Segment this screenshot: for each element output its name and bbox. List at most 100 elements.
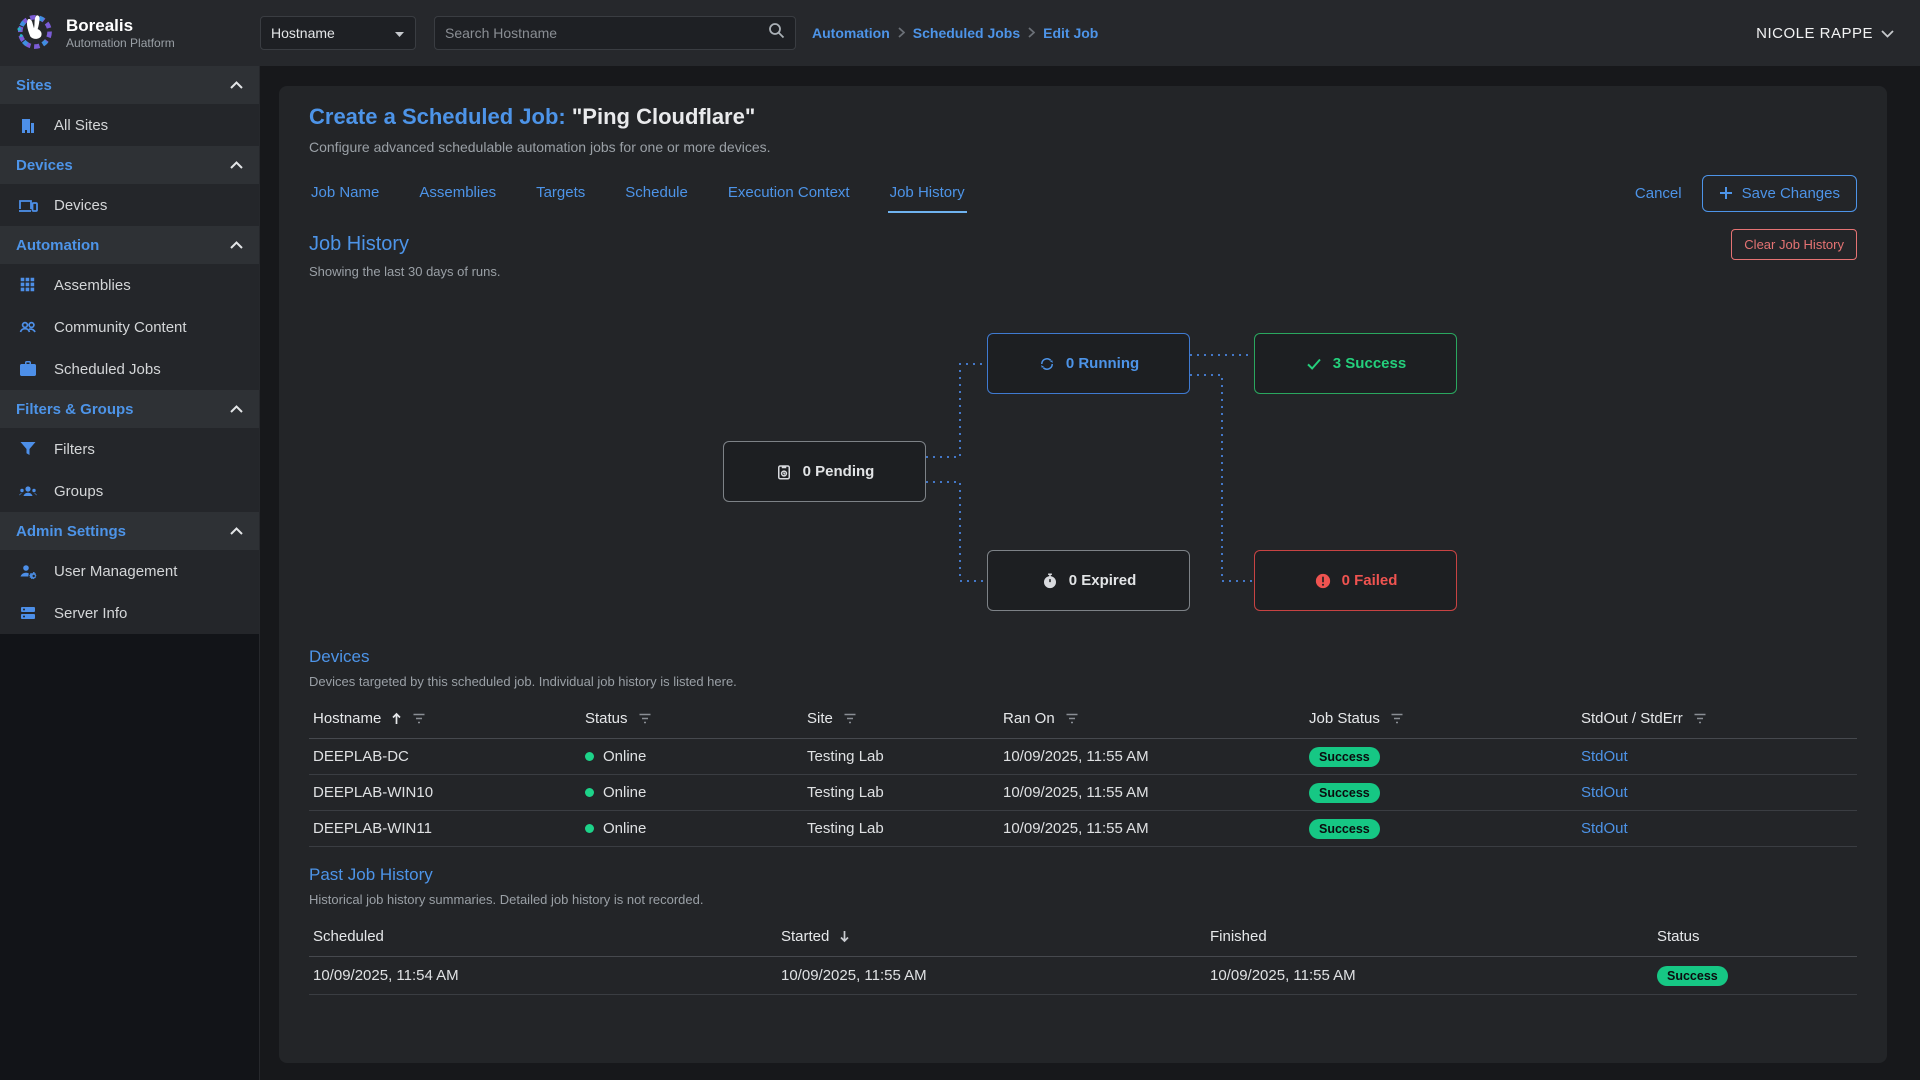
success-count-label: 3 Success (1332, 355, 1407, 372)
server-icon (21, 607, 35, 619)
job-history-heading: Job History (309, 233, 410, 255)
sidebar-item-filters[interactable]: Filters (0, 428, 259, 470)
search-input[interactable] (445, 25, 768, 41)
tab-schedule[interactable]: Schedule (625, 183, 688, 201)
sort-desc-icon (840, 931, 849, 943)
chevron-up-icon (230, 527, 243, 535)
page-title-job-name: "Ping Cloudflare" (565, 104, 756, 129)
hostname-filter-select[interactable]: Hostname (260, 16, 416, 50)
sidebar-section-label: Filters & Groups (16, 400, 134, 418)
column-header-started[interactable]: Started (781, 928, 1210, 945)
sidebar-section-label: Admin Settings (16, 522, 127, 540)
expired-count-label: 0 Expired (1068, 572, 1137, 589)
column-header-scheduled[interactable]: Scheduled (313, 928, 384, 945)
sidebar-section-label: Sites (16, 76, 52, 94)
stdout-cell: StdOut (1581, 820, 1853, 837)
status-badge: Success (1309, 746, 1380, 767)
filter-icon[interactable] (1065, 713, 1079, 724)
page-subtitle: Configure advanced schedulable automatio… (309, 139, 771, 155)
sidebar-section-sites[interactable]: Sites (0, 66, 259, 104)
column-header-ran-on[interactable]: Ran On (1003, 710, 1309, 727)
clear-job-history-button[interactable]: Clear Job History (1731, 229, 1857, 260)
funnel-icon (20, 442, 36, 455)
filter-icon[interactable] (638, 713, 652, 724)
online-dot-icon (585, 752, 594, 761)
stdout-cell: StdOut (1581, 748, 1853, 765)
sidebar-item-community-content[interactable]: Community Content (0, 306, 259, 348)
site-cell: Testing Lab (807, 748, 884, 765)
sidebar-item-label: Assemblies (54, 276, 131, 294)
tab-job-history[interactable]: Job History (887, 174, 967, 213)
chevron-up-icon (230, 241, 243, 249)
tab-job-name[interactable]: Job Name (311, 183, 380, 201)
sidebar-section-devices[interactable]: Devices (0, 146, 259, 184)
edit-job-card: Create a Scheduled Job: "Ping Cloudflare… (279, 86, 1887, 1063)
sidebar-item-scheduled-jobs[interactable]: Scheduled Jobs (0, 348, 259, 390)
sidebar-item-server-info[interactable]: Server Info (0, 592, 259, 634)
ran-on-cell: 10/09/2025, 11:55 AM (1003, 784, 1149, 801)
borealis-rabbit-logo-icon (12, 9, 56, 58)
filter-icon[interactable] (1693, 713, 1707, 724)
breadcrumb-scheduled-jobs[interactable]: Scheduled Jobs (912, 25, 1021, 41)
stdout-cell: StdOut (1581, 784, 1853, 801)
sidebar-item-groups[interactable]: Groups (0, 470, 259, 512)
devices-subheading: Devices targeted by this scheduled job. … (309, 674, 737, 689)
plus-icon (1719, 187, 1732, 199)
chevron-right-icon (1028, 25, 1036, 41)
stdout-link[interactable]: StdOut (1581, 748, 1628, 765)
sidebar-item-user-management[interactable]: User Management (0, 550, 259, 592)
table-row: DEEPLAB-WIN10 Online Testing Lab 10/09/2… (309, 775, 1857, 811)
tab-execution-context[interactable]: Execution Context (727, 183, 850, 201)
group-icon (19, 486, 37, 496)
job-status-cell: Success (1309, 746, 1581, 767)
filter-icon[interactable] (843, 713, 857, 724)
filter-icon[interactable] (412, 713, 426, 724)
sidebar-section-admin-settings[interactable]: Admin Settings (0, 512, 259, 550)
table-row: DEEPLAB-WIN11 Online Testing Lab 10/09/2… (309, 811, 1857, 847)
check-icon (1307, 358, 1321, 370)
clipboard-clock-icon (777, 464, 790, 479)
building-icon (22, 119, 34, 133)
sync-icon (1040, 357, 1053, 370)
main-content: Create a Scheduled Job: "Ping Cloudflare… (260, 66, 1920, 1080)
stdout-link[interactable]: StdOut (1581, 820, 1628, 837)
past-job-history-subheading: Historical job history summaries. Detail… (309, 892, 704, 907)
column-header-status[interactable]: Status (1657, 928, 1700, 945)
tab-assemblies[interactable]: Assemblies (419, 183, 497, 201)
sidebar-section-automation[interactable]: Automation (0, 226, 259, 264)
breadcrumb: Automation Scheduled Jobs Edit Job (812, 25, 1098, 41)
table-row: DEEPLAB-DC Online Testing Lab 10/09/2025… (309, 739, 1857, 775)
sidebar-item-devices[interactable]: Devices (0, 184, 259, 226)
tab-targets[interactable]: Targets (536, 183, 586, 201)
online-dot-icon (585, 824, 594, 833)
page-title-prefix: Create a Scheduled Job: (309, 104, 566, 129)
sidebar-item-label: Community Content (54, 318, 187, 336)
stdout-link[interactable]: StdOut (1581, 784, 1628, 801)
column-header-status[interactable]: Status (585, 710, 807, 727)
status-cell: Success (1657, 965, 1853, 986)
sidebar-item-all-sites[interactable]: All Sites (0, 104, 259, 146)
column-header-site[interactable]: Site (807, 710, 1003, 727)
status-badge: Success (1657, 965, 1728, 986)
chevron-right-icon (898, 25, 906, 41)
column-header-finished[interactable]: Finished (1210, 928, 1267, 945)
sidebar-section-filters-groups[interactable]: Filters & Groups (0, 390, 259, 428)
filter-icon[interactable] (1390, 713, 1404, 724)
error-icon (1315, 573, 1330, 588)
hostname-filter-value: Hostname (271, 25, 335, 41)
breadcrumb-automation[interactable]: Automation (812, 25, 890, 41)
sidebar-item-assemblies[interactable]: Assemblies (0, 264, 259, 306)
breadcrumb-edit-job[interactable]: Edit Job (1043, 25, 1099, 41)
cancel-button[interactable]: Cancel (1634, 184, 1682, 202)
running-status-box: 0 Running (987, 333, 1190, 394)
save-changes-button[interactable]: Save Changes (1701, 174, 1857, 212)
column-header-job-status[interactable]: Job Status (1309, 710, 1581, 727)
column-header-stdout-stderr[interactable]: StdOut / StdErr (1581, 710, 1853, 727)
tab-row: Job Name Assemblies Targets Schedule Exe… (309, 171, 1857, 215)
devices-icon (19, 200, 38, 212)
column-header-hostname[interactable]: Hostname (313, 710, 585, 727)
sidebar-item-label: Filters (54, 440, 95, 458)
job-history-subheading: Showing the last 30 days of runs. (309, 264, 501, 279)
status-badge: Success (1309, 782, 1380, 803)
user-menu[interactable]: NICOLE RAPPE (1756, 25, 1894, 42)
